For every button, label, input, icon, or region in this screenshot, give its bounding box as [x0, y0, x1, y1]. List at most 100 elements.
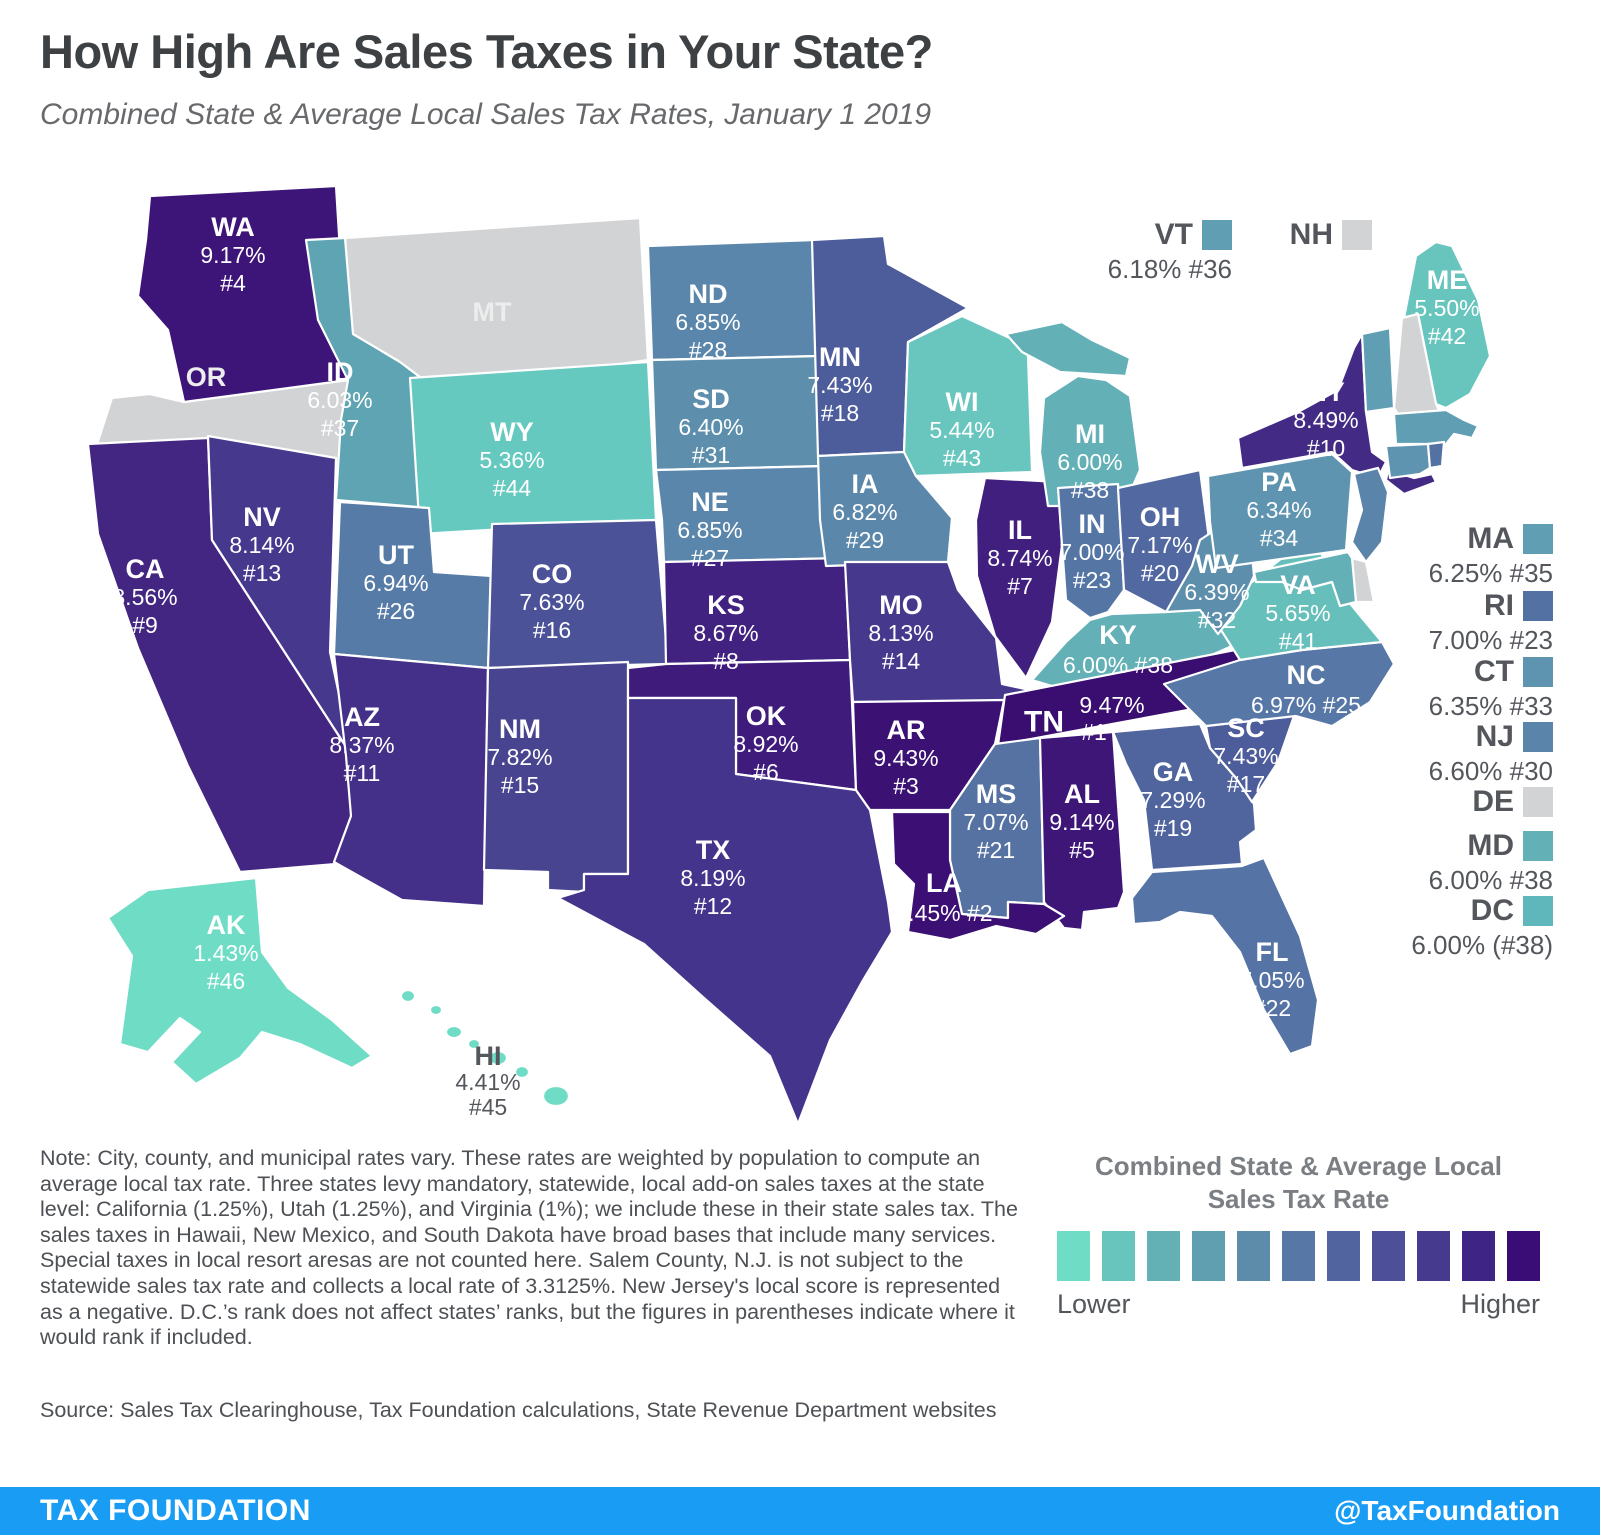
state-abbr: SD: [692, 384, 730, 414]
callout-dc: DC 6.00% (#38): [1411, 896, 1553, 961]
legend-swatch-2: [1102, 1231, 1135, 1281]
state-shape-hi: [541, 1084, 571, 1108]
state-rate: 9.43%: [873, 745, 938, 771]
state-rank: #21: [977, 837, 1015, 863]
state-shape-la: [890, 810, 1066, 942]
state-rate: 9.14%: [1049, 809, 1114, 835]
state-rank: #29: [846, 527, 884, 553]
state-rate: 7.05%: [1239, 967, 1304, 993]
state-shape-hi: [399, 988, 417, 1004]
state-rank: #27: [691, 545, 729, 571]
state-shape-fl: [1130, 856, 1320, 1056]
callout-row: DC: [1411, 896, 1553, 926]
state-abbr: NV: [243, 502, 281, 532]
state-abbr: ID: [327, 357, 354, 387]
state-rank: #38: [1071, 477, 1109, 503]
state-label-nd: ND6.85%#28: [675, 279, 740, 363]
state-rate: 6.94%: [363, 570, 428, 596]
state-label-or: OR: [186, 362, 227, 392]
state-rate: 6.82%: [832, 499, 897, 525]
state-rate: 7.29%: [1140, 787, 1205, 813]
legend-swatch-7: [1327, 1231, 1360, 1281]
state-abbr: OR: [186, 362, 227, 392]
state-rate: 8.49%: [1293, 407, 1358, 433]
state-rank: #8: [713, 648, 739, 674]
state-rank: #41: [1279, 628, 1317, 654]
callout-rate: 6.60% #30: [1428, 756, 1553, 786]
state-abbr: NY: [1307, 377, 1345, 407]
state-shape-hi: [487, 1049, 509, 1067]
callout-ct: CT 6.35% #33: [1429, 657, 1553, 722]
state-rate: 8.92%: [733, 731, 798, 757]
state-label-sc: SC7.43%#17: [1213, 713, 1278, 797]
state-rate: 5.36%: [479, 447, 544, 473]
state-rate: 9.17%: [200, 242, 265, 268]
legend-title: Combined State & Average Local Sales Tax…: [1095, 1151, 1502, 1214]
state-label-ms: MS7.07%#21: [963, 779, 1028, 863]
state-shape-mi: [1038, 374, 1142, 508]
state-shape-hi: [466, 1037, 482, 1051]
state-shape-wi: [902, 314, 1034, 478]
state-label-ks: KS8.67%#8: [693, 590, 758, 674]
state-shape-nj: [1350, 466, 1390, 564]
state-abbr: AK: [207, 910, 246, 940]
state-label-me: ME5.50%#42: [1414, 265, 1479, 349]
state-rank: #7: [1007, 573, 1033, 599]
state-abbr: KY: [1099, 620, 1137, 650]
callout-row: NH: [1290, 220, 1372, 250]
state-abbr: AZ: [344, 702, 380, 732]
state-abbr: NE: [691, 487, 729, 517]
state-rate: 7.43%: [1213, 743, 1278, 769]
page-subtitle: Combined State & Average Local Sales Tax…: [40, 98, 932, 131]
callout-row: NJ: [1429, 722, 1553, 752]
state-label-ia: IA6.82%#29: [832, 469, 897, 553]
note-text: Note: City, county, and municipal rates …: [40, 1146, 1018, 1350]
state-label-pa: PA6.34%#34: [1246, 467, 1311, 551]
state-rank: #6: [753, 759, 779, 785]
state-rate: 6.97% #25: [1251, 692, 1361, 718]
state-rate: 8.37%: [329, 732, 394, 758]
state-rank: #46: [207, 968, 245, 994]
state-rate: 7.63%: [519, 589, 584, 615]
state-label-sd: SD6.40%#31: [678, 384, 743, 468]
state-rate: 4.41%: [455, 1069, 520, 1095]
state-rank: #32: [1198, 607, 1236, 633]
state-rate: 9.47%: [1079, 692, 1144, 718]
state-rank: #31: [692, 442, 730, 468]
state-shape-wa: [136, 184, 350, 404]
state-label-wy: WY5.36%#44: [479, 417, 544, 501]
state-abbr: MO: [879, 590, 923, 620]
callout-rate: 7.00% #23: [1428, 625, 1553, 655]
state-label-hi: HI4.41%#45: [455, 1041, 520, 1120]
state-shape-ny: [1236, 332, 1388, 480]
callout-rate: 6.25% #35: [1428, 558, 1553, 588]
callout-rate: 6.18% #36: [1107, 254, 1232, 284]
state-abbr: GA: [1153, 757, 1194, 787]
state-abbr: CO: [532, 559, 573, 589]
state-label-ut: UT6.94%#26: [363, 540, 428, 624]
state-rate: 8.56%: [112, 584, 177, 610]
state-shape-nd: [646, 238, 822, 362]
state-label-tn: TN 9.47%#1: [1024, 692, 1145, 745]
legend-color-scale: [1057, 1231, 1540, 1281]
state-rate: 8.74%: [987, 545, 1052, 571]
state-abbr: NM: [499, 714, 541, 744]
state-rank: #26: [377, 598, 415, 624]
state-shape-mi: [1004, 320, 1132, 378]
state-rate: 8.67%: [693, 620, 758, 646]
state-label-ok: OK8.92%#6: [733, 701, 798, 785]
state-rank: #13: [243, 560, 281, 586]
state-shape-ma: [1392, 408, 1480, 446]
footer: TAX FOUNDATION @TaxFoundation: [0, 1487, 1600, 1535]
callout-swatch-ma: [1523, 524, 1553, 554]
page-title: How High Are Sales Taxes in Your State?: [40, 25, 933, 78]
state-shape-ks: [662, 556, 852, 666]
callout-swatch-ri: [1523, 591, 1553, 621]
callout-row: VT: [1108, 220, 1232, 250]
state-abbr: PA: [1261, 467, 1297, 497]
callout-swatch-vt: [1202, 220, 1232, 250]
callout-rate: 6.35% #33: [1428, 691, 1553, 721]
state-abbr: IA: [852, 469, 879, 499]
state-rank: #9: [132, 612, 158, 638]
